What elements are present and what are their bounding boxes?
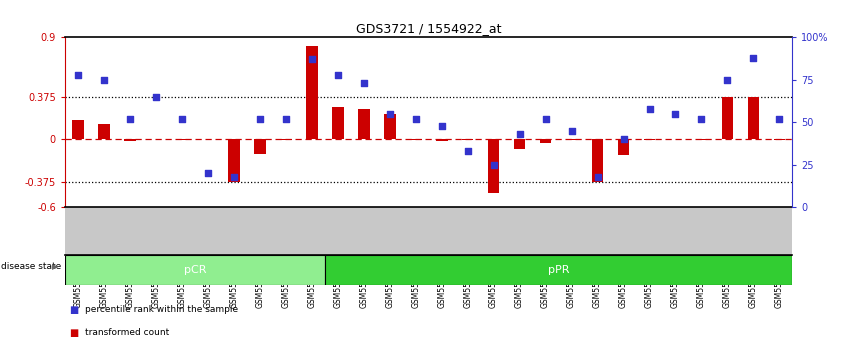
Text: transformed count: transformed count <box>85 328 169 337</box>
Point <box>383 111 397 116</box>
Bar <box>176 139 188 140</box>
Bar <box>332 107 344 139</box>
Point <box>461 148 475 154</box>
Title: GDS3721 / 1554922_at: GDS3721 / 1554922_at <box>356 22 501 35</box>
Bar <box>747 97 759 139</box>
Point <box>357 80 371 86</box>
Text: ▶: ▶ <box>52 262 59 271</box>
Text: percentile rank within the sample: percentile rank within the sample <box>85 305 238 314</box>
Point <box>772 116 786 121</box>
Point <box>279 116 293 121</box>
Point <box>123 116 137 121</box>
Bar <box>325 255 792 285</box>
Bar <box>565 139 578 140</box>
Bar <box>462 139 474 140</box>
Bar <box>617 139 630 155</box>
Bar <box>280 139 292 140</box>
Bar <box>773 139 785 140</box>
Bar <box>410 139 422 140</box>
Point <box>305 56 319 62</box>
Point <box>331 72 345 78</box>
Point <box>746 55 760 61</box>
Point <box>695 116 708 121</box>
Bar <box>384 114 396 139</box>
Point <box>565 128 578 133</box>
Point <box>591 174 604 179</box>
Point <box>97 77 111 82</box>
Bar <box>695 139 708 140</box>
Point <box>175 116 189 121</box>
Bar <box>124 139 136 141</box>
Bar <box>98 124 110 139</box>
Bar <box>72 120 84 139</box>
Point <box>539 116 553 121</box>
Bar <box>591 139 604 182</box>
Bar <box>488 139 500 194</box>
Point <box>71 72 85 78</box>
Text: ■: ■ <box>69 305 79 315</box>
Point <box>409 116 423 121</box>
Bar <box>514 139 526 149</box>
Bar <box>358 109 370 139</box>
Point <box>435 123 449 129</box>
Text: ■: ■ <box>69 328 79 338</box>
Point <box>643 106 656 112</box>
Point <box>617 136 630 142</box>
Text: disease state: disease state <box>1 262 61 271</box>
Bar <box>254 139 266 154</box>
Point <box>227 174 241 179</box>
Bar <box>306 46 318 139</box>
Bar <box>540 139 552 143</box>
Point <box>149 94 163 99</box>
Point <box>669 111 682 116</box>
Point <box>253 116 267 121</box>
Text: pPR: pPR <box>548 265 569 275</box>
Text: pCR: pCR <box>184 265 206 275</box>
Bar <box>721 97 734 139</box>
Bar <box>436 139 448 141</box>
Bar <box>65 255 325 285</box>
Point <box>487 162 501 167</box>
Point <box>721 77 734 82</box>
Bar <box>643 139 656 140</box>
Point <box>201 170 215 176</box>
Bar <box>228 139 240 182</box>
Point <box>513 131 527 137</box>
